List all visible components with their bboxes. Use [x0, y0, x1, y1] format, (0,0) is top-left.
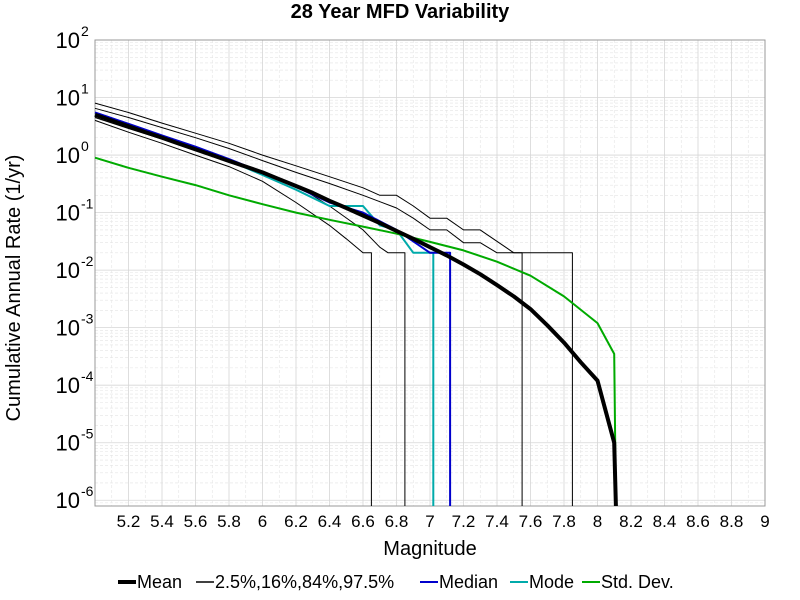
x-tick-label: 5.2: [117, 512, 141, 531]
y-tick-exponent: -4: [81, 368, 94, 384]
x-tick-label: 6.2: [284, 512, 308, 531]
legend-label: Std. Dev.: [601, 572, 674, 592]
y-tick-exponent: -5: [81, 426, 94, 442]
x-tick-label: 7: [425, 512, 434, 531]
x-tick-label: 8.8: [720, 512, 744, 531]
x-axis-ticks: 5.2 5.4 5.6 5.8 6 6.2 6.4 6.6 6.8 7 7.2 7.4 7.6 7.8 8 8…: [117, 512, 770, 531]
legend-label: 2.5%,16%,84%,97.5%: [215, 572, 394, 592]
x-tick-label: 6.4: [318, 512, 342, 531]
y-tick-label: 10: [56, 201, 80, 226]
x-tick-label: 6.8: [385, 512, 409, 531]
x-tick-label: 7.4: [485, 512, 509, 531]
series-layer: [94, 102, 618, 507]
x-tick-label: 5.4: [150, 512, 174, 531]
y-tick-label: 10: [56, 431, 80, 456]
legend-label: Mean: [137, 572, 182, 592]
y-tick-exponent: -3: [81, 311, 94, 327]
series-line-fractile-3: [94, 107, 523, 506]
x-tick-label: 8.4: [653, 512, 677, 531]
y-tick-exponent: 1: [81, 81, 89, 97]
x-axis-label: Magnitude: [383, 538, 476, 560]
y-tick-label: 10: [56, 316, 80, 341]
y-tick-label: 10: [56, 488, 80, 513]
y-tick-label: 10: [56, 143, 80, 168]
x-tick-label: 5.6: [184, 512, 208, 531]
x-tick-label: 8.6: [686, 512, 710, 531]
y-tick-exponent: 0: [81, 138, 89, 154]
x-tick-label: 6.6: [351, 512, 375, 531]
x-tick-label: 8.2: [619, 512, 643, 531]
series-line-std-dev-: [94, 156, 617, 507]
y-tick-label: 10: [56, 373, 80, 398]
y-tick-exponent: -6: [81, 483, 94, 499]
x-tick-label: 7.2: [452, 512, 476, 531]
y-tick-exponent: -1: [81, 196, 94, 212]
x-tick-label: 7.8: [552, 512, 576, 531]
x-tick-label: 5.8: [217, 512, 241, 531]
y-tick-label: 10: [56, 86, 80, 111]
y-axis-label: Cumulative Annual Rate (1/yr): [3, 155, 25, 422]
x-tick-label: 6: [258, 512, 267, 531]
x-tick-label: 8: [593, 512, 602, 531]
grid: [94, 39, 766, 507]
y-tick-exponent: -2: [81, 253, 94, 269]
series-line-mean: [94, 112, 618, 507]
y-tick-label: 10: [56, 28, 80, 53]
x-tick-label: 9: [760, 512, 769, 531]
legend-label: Median: [439, 572, 498, 592]
series-line-fractile-4: [94, 102, 573, 506]
plot-area: [94, 39, 766, 507]
legend-label: Mode: [529, 572, 574, 592]
legend: Mean 2.5%,16%,84%,97.5% Median Mode Std. Dev…: [118, 572, 674, 592]
y-tick-exponent: 2: [81, 23, 89, 39]
y-tick-label: 10: [56, 258, 80, 283]
series-line-2-5-16-84-97-5-: [94, 119, 372, 506]
chart-title: 28 Year MFD Variability: [291, 1, 511, 23]
x-tick-label: 7.6: [519, 512, 543, 531]
